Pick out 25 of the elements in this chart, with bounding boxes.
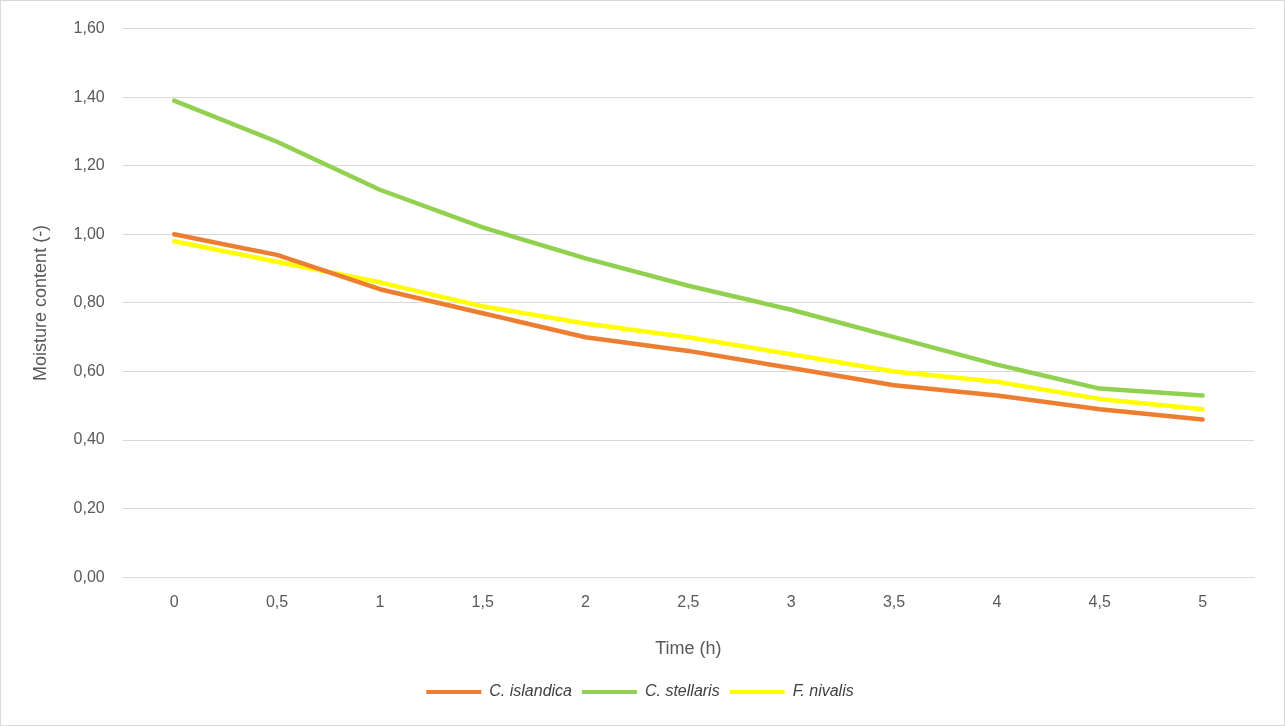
y-tick-label: 0,80	[73, 293, 105, 311]
x-tick-label: 2,5	[677, 593, 700, 611]
x-tick-label: 1,5	[471, 593, 494, 611]
y-tick-label: 0,60	[73, 361, 105, 379]
y-tick-label: 0,00	[73, 567, 105, 585]
x-tick-label: 3	[786, 593, 796, 611]
y-tick-label: 1,20	[73, 156, 105, 174]
x-tick-label: 1	[375, 593, 385, 611]
x-tick-label: 4,5	[1088, 593, 1111, 611]
x-tick-label: 5	[1198, 593, 1208, 611]
x-tick-label: 2	[581, 593, 591, 611]
x-tick-label: 0,5	[265, 593, 289, 611]
legend-label: C. stellaris	[644, 682, 720, 700]
y-tick-label: 0,20	[73, 499, 105, 517]
y-tick-label: 1,00	[73, 224, 105, 242]
x-tick-label: 0	[169, 593, 179, 611]
y-axis-title: Moisture content (-)	[29, 224, 50, 381]
x-tick-label: 4	[992, 593, 1002, 611]
y-tick-label: 0,40	[73, 430, 105, 448]
y-tick-label: 1,40	[73, 87, 105, 105]
legend-label: C. islandica	[489, 682, 573, 700]
x-tick-label: 3,5	[882, 593, 906, 611]
x-axis-title: Time (h)	[655, 638, 722, 659]
legend-label: F. nivalis	[792, 682, 854, 700]
y-tick-label: 1,60	[73, 19, 105, 37]
